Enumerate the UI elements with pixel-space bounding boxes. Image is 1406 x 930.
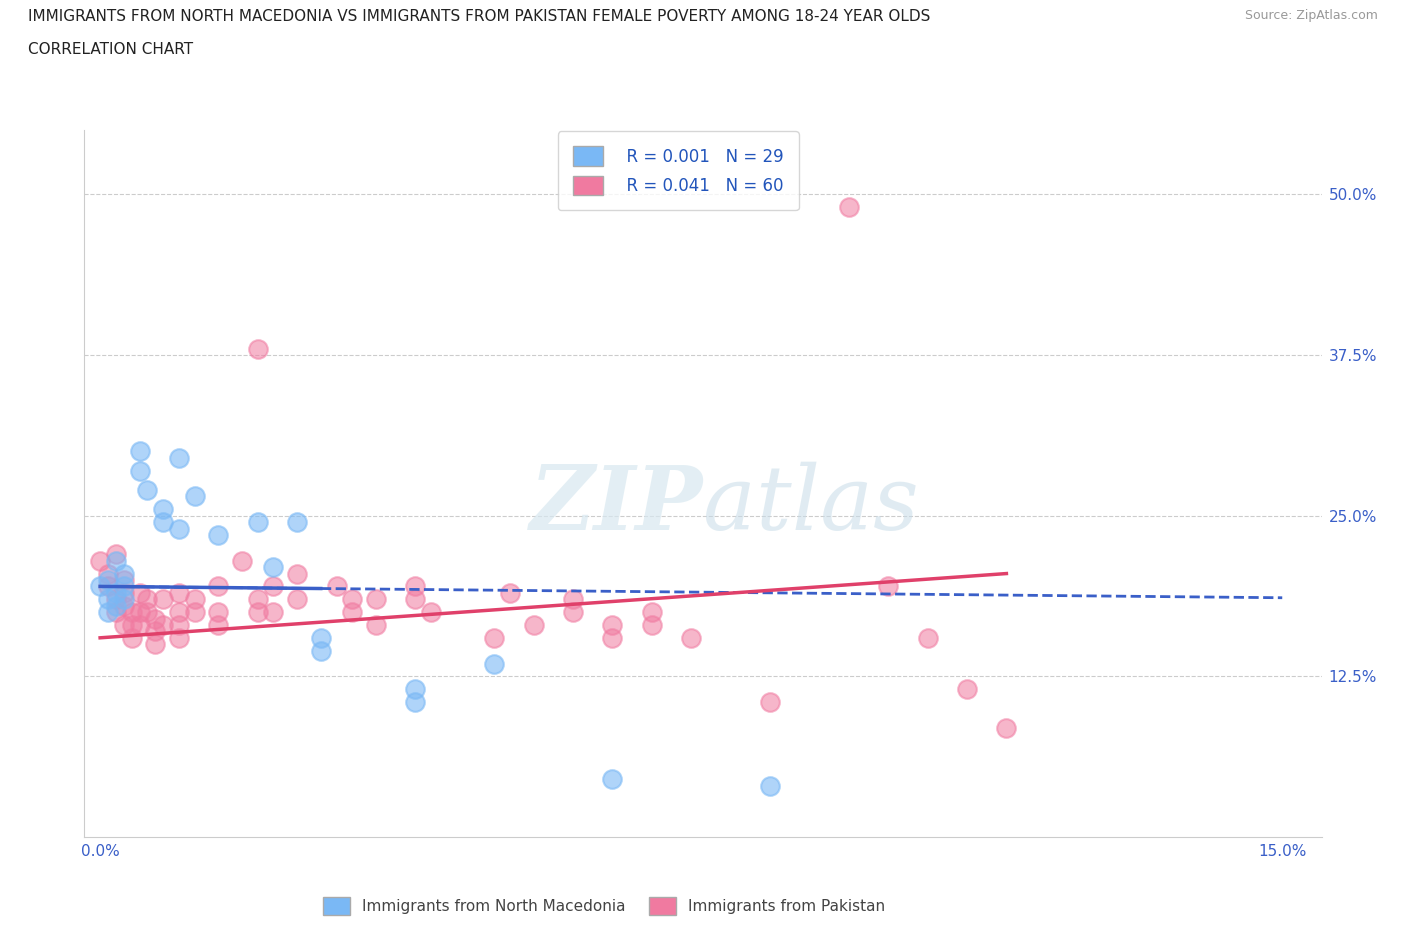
- Point: [128, 585, 150, 600]
- Point: [121, 604, 143, 619]
- Point: [246, 341, 269, 356]
- Point: [838, 200, 860, 215]
- Text: IMMIGRANTS FROM NORTH MACEDONIA VS IMMIGRANTS FROM PAKISTAN FEMALE POVERTY AMONG: IMMIGRANTS FROM NORTH MACEDONIA VS IMMIG…: [28, 9, 931, 24]
- Point: [143, 637, 166, 652]
- Point: [136, 604, 159, 619]
- Point: [104, 553, 127, 568]
- Point: [167, 585, 190, 600]
- Point: [499, 585, 522, 600]
- Point: [285, 591, 308, 606]
- Point: [420, 604, 443, 619]
- Point: [89, 579, 111, 594]
- Point: [143, 624, 166, 639]
- Point: [128, 618, 150, 632]
- Point: [246, 591, 269, 606]
- Point: [207, 527, 229, 542]
- Point: [956, 682, 979, 697]
- Point: [112, 579, 135, 594]
- Point: [183, 591, 205, 606]
- Point: [263, 579, 285, 594]
- Point: [97, 579, 120, 594]
- Point: [404, 591, 426, 606]
- Point: [104, 585, 127, 600]
- Point: [112, 598, 135, 613]
- Point: [364, 618, 387, 632]
- Point: [97, 604, 120, 619]
- Point: [681, 631, 703, 645]
- Point: [167, 631, 190, 645]
- Point: [602, 618, 624, 632]
- Point: [207, 618, 229, 632]
- Point: [167, 521, 190, 536]
- Point: [128, 444, 150, 458]
- Point: [602, 772, 624, 787]
- Point: [309, 631, 332, 645]
- Point: [152, 514, 174, 529]
- Point: [112, 573, 135, 588]
- Point: [995, 721, 1018, 736]
- Point: [167, 604, 190, 619]
- Point: [207, 579, 229, 594]
- Text: CORRELATION CHART: CORRELATION CHART: [28, 42, 193, 57]
- Point: [152, 502, 174, 517]
- Point: [602, 631, 624, 645]
- Point: [482, 631, 505, 645]
- Point: [183, 604, 205, 619]
- Point: [562, 591, 585, 606]
- Text: Source: ZipAtlas.com: Source: ZipAtlas.com: [1244, 9, 1378, 22]
- Point: [143, 611, 166, 626]
- Point: [152, 618, 174, 632]
- Point: [121, 631, 143, 645]
- Point: [112, 618, 135, 632]
- Point: [917, 631, 939, 645]
- Point: [263, 604, 285, 619]
- Point: [121, 618, 143, 632]
- Point: [263, 560, 285, 575]
- Point: [97, 591, 120, 606]
- Point: [641, 618, 664, 632]
- Point: [246, 604, 269, 619]
- Point: [522, 618, 544, 632]
- Point: [285, 566, 308, 581]
- Point: [246, 514, 269, 529]
- Point: [152, 591, 174, 606]
- Point: [342, 591, 364, 606]
- Point: [104, 598, 127, 613]
- Point: [641, 604, 664, 619]
- Point: [89, 553, 111, 568]
- Point: [364, 591, 387, 606]
- Point: [104, 591, 127, 606]
- Point: [342, 604, 364, 619]
- Point: [759, 695, 782, 710]
- Point: [167, 450, 190, 465]
- Point: [128, 463, 150, 478]
- Legend: Immigrants from North Macedonia, Immigrants from Pakistan: Immigrants from North Macedonia, Immigra…: [316, 891, 891, 922]
- Text: ZIP: ZIP: [530, 461, 703, 548]
- Point: [285, 514, 308, 529]
- Point: [128, 604, 150, 619]
- Point: [231, 553, 253, 568]
- Point: [482, 656, 505, 671]
- Point: [404, 695, 426, 710]
- Point: [562, 604, 585, 619]
- Point: [104, 547, 127, 562]
- Point: [136, 591, 159, 606]
- Point: [404, 579, 426, 594]
- Point: [877, 579, 900, 594]
- Point: [759, 778, 782, 793]
- Point: [104, 604, 127, 619]
- Point: [112, 591, 135, 606]
- Point: [112, 585, 135, 600]
- Point: [97, 573, 120, 588]
- Point: [325, 579, 347, 594]
- Point: [136, 483, 159, 498]
- Point: [112, 566, 135, 581]
- Point: [207, 604, 229, 619]
- Point: [97, 566, 120, 581]
- Point: [404, 682, 426, 697]
- Point: [167, 618, 190, 632]
- Point: [183, 489, 205, 504]
- Text: atlas: atlas: [703, 461, 918, 548]
- Point: [309, 644, 332, 658]
